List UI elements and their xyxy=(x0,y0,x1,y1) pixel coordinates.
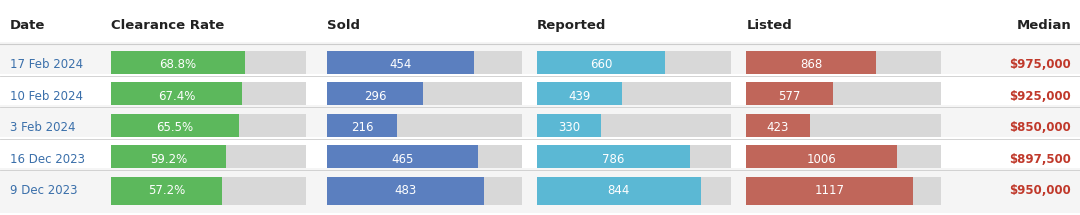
Text: 59.2%: 59.2% xyxy=(150,153,188,166)
Text: 454: 454 xyxy=(390,58,411,71)
Bar xyxy=(0,137,1080,182)
Text: 465: 465 xyxy=(391,153,414,166)
Bar xyxy=(327,177,484,205)
Text: Sold: Sold xyxy=(327,19,361,32)
Bar xyxy=(327,51,522,78)
Bar xyxy=(327,82,522,110)
Text: $950,000: $950,000 xyxy=(1010,184,1071,197)
Text: 330: 330 xyxy=(557,121,580,134)
Bar xyxy=(327,114,397,142)
Bar xyxy=(537,114,600,142)
Bar xyxy=(0,105,1080,150)
Text: 57.2%: 57.2% xyxy=(148,184,186,197)
Text: $975,000: $975,000 xyxy=(1010,58,1071,71)
Bar xyxy=(111,82,242,110)
Bar xyxy=(746,114,810,142)
Bar xyxy=(111,177,306,205)
Text: 17 Feb 2024: 17 Feb 2024 xyxy=(10,58,83,71)
Text: 868: 868 xyxy=(800,58,822,71)
Text: 844: 844 xyxy=(608,184,630,197)
Text: 10 Feb 2024: 10 Feb 2024 xyxy=(10,90,83,103)
Bar xyxy=(746,177,914,205)
Text: 296: 296 xyxy=(364,90,387,103)
Text: 3 Feb 2024: 3 Feb 2024 xyxy=(10,121,76,134)
Bar xyxy=(0,74,1080,119)
Bar xyxy=(537,51,731,78)
Text: Median: Median xyxy=(1016,19,1071,32)
Bar xyxy=(537,177,731,205)
Bar xyxy=(111,145,227,173)
Bar xyxy=(0,168,1080,213)
Text: 439: 439 xyxy=(568,90,591,103)
Bar xyxy=(327,177,522,205)
Text: 1006: 1006 xyxy=(807,153,836,166)
Bar xyxy=(537,145,689,173)
Bar xyxy=(746,114,941,142)
Text: $850,000: $850,000 xyxy=(1010,121,1071,134)
Bar xyxy=(746,82,833,110)
Bar xyxy=(327,145,522,173)
Bar xyxy=(111,114,239,142)
Text: 577: 577 xyxy=(779,90,800,103)
Text: 9 Dec 2023: 9 Dec 2023 xyxy=(10,184,78,197)
Text: Clearance Rate: Clearance Rate xyxy=(111,19,225,32)
Text: Reported: Reported xyxy=(537,19,606,32)
Text: 1117: 1117 xyxy=(814,184,845,197)
Bar xyxy=(746,177,941,205)
Bar xyxy=(327,51,474,78)
Text: $925,000: $925,000 xyxy=(1010,90,1071,103)
Bar xyxy=(746,51,941,78)
Text: 483: 483 xyxy=(394,184,417,197)
Text: 660: 660 xyxy=(590,58,612,71)
Bar xyxy=(746,51,876,78)
Text: Date: Date xyxy=(10,19,45,32)
Bar xyxy=(537,82,731,110)
Bar xyxy=(537,51,665,78)
Bar xyxy=(111,51,245,78)
Bar xyxy=(746,82,941,110)
Bar xyxy=(111,114,306,142)
Text: 16 Dec 2023: 16 Dec 2023 xyxy=(10,153,84,166)
Bar xyxy=(537,145,731,173)
Text: 423: 423 xyxy=(767,121,789,134)
Bar xyxy=(746,145,896,173)
Bar xyxy=(0,42,1080,87)
Text: 68.8%: 68.8% xyxy=(160,58,197,71)
Text: Listed: Listed xyxy=(746,19,792,32)
Text: 67.4%: 67.4% xyxy=(158,90,195,103)
Text: $897,500: $897,500 xyxy=(1010,153,1071,166)
Text: 216: 216 xyxy=(351,121,374,134)
Bar xyxy=(746,145,941,173)
Bar xyxy=(327,145,478,173)
Bar xyxy=(111,82,306,110)
Bar xyxy=(327,114,522,142)
Bar xyxy=(327,82,423,110)
Bar xyxy=(111,51,306,78)
Bar xyxy=(111,145,306,173)
Bar xyxy=(537,177,701,205)
Text: 65.5%: 65.5% xyxy=(157,121,193,134)
Text: 786: 786 xyxy=(602,153,624,166)
Bar xyxy=(537,82,622,110)
Bar xyxy=(537,114,731,142)
Bar xyxy=(111,177,222,205)
